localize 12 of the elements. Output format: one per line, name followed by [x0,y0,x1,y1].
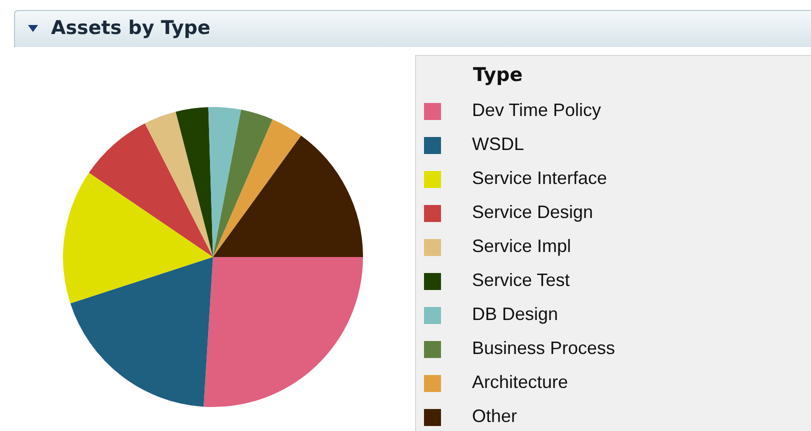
legend-label: Service Test [472,270,570,291]
legend-label: Architecture [472,372,568,393]
legend-label: Other [472,406,518,427]
legend-label: DB Design [472,304,558,325]
legend-label: Service Impl [472,236,572,257]
legend-label: Service Design [472,202,594,223]
legend-label: Dev Time Policy [472,100,602,121]
legend-label: Business Process [472,338,616,359]
legend-label: Service Interface [472,168,608,189]
chart-title: Assets by Type [51,17,210,39]
legend-title: Type [473,64,523,86]
legend-label: WSDL [472,134,524,155]
